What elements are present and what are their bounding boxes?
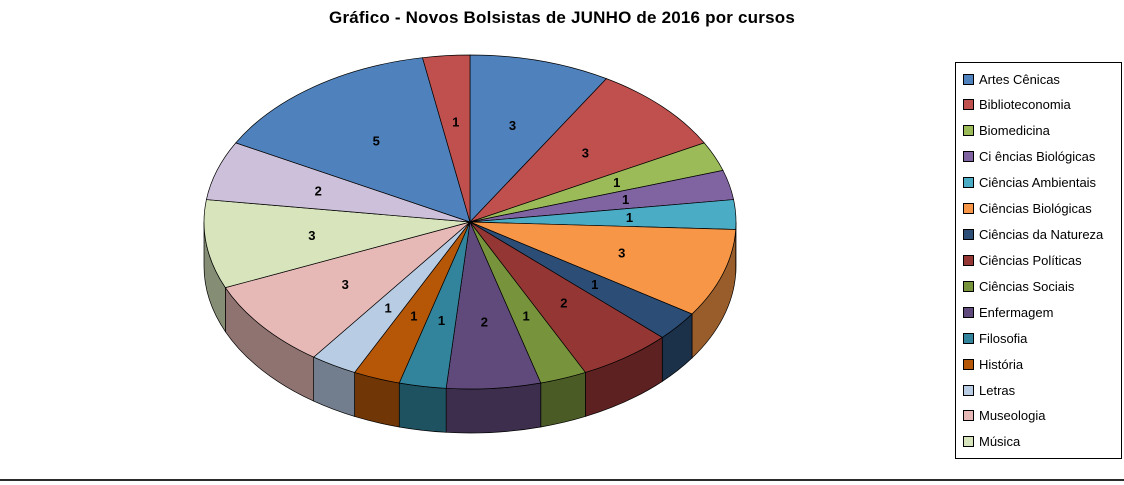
pie-slice-value: 3: [308, 228, 315, 243]
legend-label: Ciências Sociais: [979, 278, 1075, 294]
pie-slice-value: 3: [582, 145, 589, 160]
legend-label: Enfermagem: [979, 304, 1054, 320]
legend-swatch: [963, 254, 974, 266]
legend-label: Ciências Ambientais: [979, 175, 1097, 191]
pie-slice-value: 1: [591, 277, 598, 292]
legend-item: Biomedicina: [963, 123, 1114, 139]
legend-swatch: [963, 99, 974, 111]
legend-swatch: [963, 125, 974, 137]
pie-slice-value: 3: [342, 277, 349, 292]
legend-item: História: [963, 356, 1114, 372]
pie-slice: [422, 54, 471, 223]
legend-swatch: [963, 280, 974, 292]
pie-slice-value: 2: [560, 296, 567, 311]
legend-label: Música: [979, 434, 1021, 450]
legend-label: Biomedicina: [979, 123, 1050, 139]
legend-swatch: [963, 384, 974, 396]
pie-slice-value: 5: [373, 133, 380, 148]
pie-slice-value: 1: [452, 115, 459, 130]
pie-slice-value: 2: [481, 314, 488, 329]
legend-item: Museologia: [963, 408, 1114, 424]
legend-swatch: [963, 177, 974, 189]
legend-swatch: [963, 358, 974, 370]
legend-item: Música: [963, 434, 1114, 450]
chart-title: Gráfico - Novos Bolsistas de JUNHO de 20…: [329, 8, 795, 27]
legend-item: Ciências Sociais: [963, 278, 1114, 294]
legend-label: Ciências da Natureza: [979, 227, 1104, 243]
legend-item: Ci ências Biológicas: [963, 149, 1114, 165]
legend-item: Ciências da Natureza: [963, 227, 1114, 243]
pie-slice-side: [445, 382, 542, 434]
legend-item: Ciências Biológicas: [963, 201, 1114, 217]
legend-swatch: [963, 151, 974, 163]
pie-slice-side: [398, 382, 447, 433]
legend-item: Enfermagem: [963, 304, 1114, 320]
legend-swatch: [963, 229, 974, 241]
pie-slice: [469, 54, 608, 223]
legend-item: Ciências Ambientais: [963, 175, 1114, 191]
legend-label: Letras: [979, 382, 1016, 398]
legend-label: Filosofia: [979, 330, 1028, 346]
legend-swatch: [963, 306, 974, 318]
pie-slice: [224, 221, 471, 358]
pie-slice-value: 1: [622, 192, 629, 207]
legend-swatch: [963, 332, 974, 344]
legend-item: Artes Cênicas: [963, 71, 1114, 87]
pie-slice-value: 1: [626, 210, 633, 225]
legend-label: Museologia: [979, 408, 1046, 424]
pie-slice: [469, 78, 705, 223]
legend-label: Artes Cênicas: [979, 71, 1060, 87]
legend-label: História: [979, 356, 1024, 372]
chart-legend: Artes Cênicas Biblioteconomia Biomedicina C…: [955, 62, 1122, 459]
legend-item: Biblioteconomia: [963, 97, 1114, 113]
pie-slice: [235, 57, 471, 223]
legend-item: Filosofia: [963, 330, 1114, 346]
legend-label: Ciências Biológicas: [979, 201, 1092, 217]
legend-swatch: [963, 410, 974, 422]
legend-swatch: [963, 436, 974, 448]
pie-slice-value: 2: [315, 184, 322, 199]
pie-slice-value: 1: [410, 308, 417, 323]
legend-item: Ciências Políticas: [963, 252, 1114, 268]
legend-item: Letras: [963, 382, 1114, 398]
legend-swatch: [963, 73, 974, 85]
legend-label: Biblioteconomia: [979, 97, 1071, 113]
legend-label: Ciências Políticas: [979, 252, 1082, 268]
legend-label: Ci ências Biológicas: [979, 149, 1096, 165]
pie-slice-value: 1: [613, 175, 620, 190]
pie-slice-value: 1: [522, 308, 529, 323]
pie-slice-value: 1: [385, 301, 392, 316]
bottom-divider: [0, 479, 1124, 481]
pie-slice-value: 3: [618, 245, 625, 260]
pie-slice-value: 1: [438, 313, 445, 328]
pie-slice: [203, 199, 471, 289]
pie-slice-value: 3: [509, 118, 516, 133]
legend-swatch: [963, 203, 974, 215]
pie-slice: [469, 221, 737, 315]
